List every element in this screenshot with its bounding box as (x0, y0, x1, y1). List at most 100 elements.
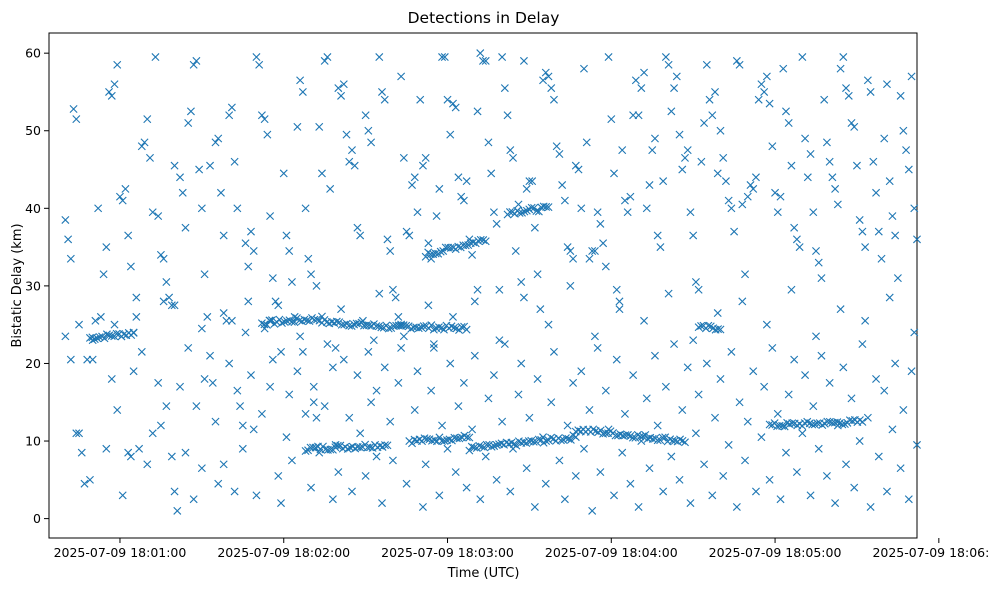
data-point (790, 223, 799, 232)
data-point (492, 475, 501, 484)
data-point (397, 343, 406, 352)
data-point (702, 359, 711, 368)
data-point (372, 386, 381, 395)
data-point (776, 495, 785, 504)
data-point (448, 99, 457, 108)
data-point (683, 146, 692, 155)
data-point (634, 502, 643, 511)
data-point (817, 351, 826, 360)
data-point (75, 320, 84, 329)
data-point (866, 87, 875, 96)
data-point (298, 87, 307, 96)
data-point (713, 169, 722, 178)
data-point (397, 72, 406, 81)
data-point (659, 487, 668, 496)
data-point (132, 312, 141, 321)
data-point (451, 103, 460, 112)
data-point (544, 203, 553, 212)
data-point (855, 215, 864, 224)
data-point (340, 320, 349, 329)
data-point (339, 355, 348, 364)
data-point (351, 444, 360, 453)
data-point (119, 330, 128, 339)
data-point (539, 76, 548, 85)
y-axis-ticks: 0 10 20 30 40 50 60 (25, 46, 49, 526)
data-point (487, 169, 496, 178)
data-point (607, 115, 616, 124)
data-point (765, 475, 774, 484)
data-point (317, 169, 326, 178)
data-point (738, 297, 747, 306)
data-point (167, 301, 176, 310)
data-point (75, 429, 84, 438)
data-point (910, 204, 919, 213)
data-point (176, 173, 185, 182)
data-point (650, 134, 659, 143)
data-point (686, 208, 695, 217)
data-point (618, 448, 627, 457)
data-point (402, 227, 411, 236)
data-point (574, 165, 583, 174)
data-point (225, 359, 234, 368)
data-point (353, 223, 362, 232)
data-point (806, 491, 815, 500)
data-point (615, 305, 624, 314)
data-point (326, 184, 335, 193)
data-point (328, 363, 337, 372)
data-point (277, 319, 286, 328)
data-point (808, 420, 817, 429)
data-point (260, 320, 269, 329)
data-point (506, 487, 515, 496)
data-point (451, 468, 460, 477)
data-point (432, 212, 441, 221)
data-point (601, 386, 610, 395)
data-point (666, 435, 675, 444)
data-point (176, 382, 185, 391)
data-point (265, 316, 274, 325)
data-point (413, 367, 422, 376)
data-point (80, 479, 89, 488)
data-point (417, 323, 426, 332)
data-point (470, 443, 479, 452)
data-point (241, 328, 250, 337)
data-point (476, 49, 485, 58)
data-point (279, 169, 288, 178)
data-point (307, 483, 316, 492)
data-point (612, 355, 621, 364)
data-point (533, 374, 542, 383)
data-point (345, 321, 354, 330)
data-point (642, 394, 651, 403)
data-point (427, 386, 436, 395)
data-point (72, 429, 81, 438)
data-point (462, 325, 471, 334)
data-point (569, 254, 578, 263)
data-point (765, 420, 774, 429)
data-point (162, 402, 171, 411)
data-point (580, 444, 588, 453)
data-point (311, 443, 320, 452)
data-point (481, 56, 490, 65)
data-point (683, 363, 692, 372)
data-point (236, 402, 245, 411)
data-point (296, 76, 305, 85)
data-point (367, 138, 376, 147)
data-point (481, 237, 490, 246)
data-point (566, 246, 575, 255)
data-point (667, 452, 676, 461)
data-point (615, 297, 624, 306)
data-point (661, 382, 670, 391)
y-tick-label: 40 (25, 201, 41, 216)
data-point (375, 53, 384, 62)
data-point (454, 402, 463, 411)
data-point (822, 471, 831, 480)
data-point (266, 382, 275, 391)
data-point (170, 487, 179, 496)
data-point (492, 219, 501, 228)
data-point (727, 347, 736, 356)
data-point (113, 60, 122, 69)
data-point (768, 142, 777, 151)
data-point (443, 95, 452, 104)
data-point (542, 202, 551, 211)
data-point (569, 378, 578, 387)
